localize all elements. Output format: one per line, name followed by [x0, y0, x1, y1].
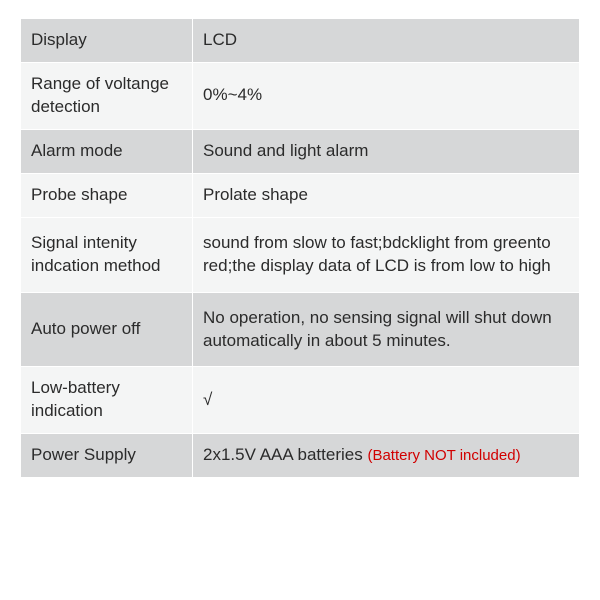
table-row: Alarm mode Sound and light alarm [21, 129, 580, 173]
row-label-display: Display [21, 19, 193, 63]
row-value-alarm: Sound and light alarm [193, 129, 580, 173]
row-label-lowbatt: Low-battery indication [21, 367, 193, 434]
row-value-power: 2x1.5V AAA batteries (Battery NOT includ… [193, 434, 580, 478]
row-label-probe: Probe shape [21, 173, 193, 217]
row-label-range: Range of voltange detection [21, 62, 193, 129]
row-value-probe: Prolate shape [193, 173, 580, 217]
table-row: Auto power off No operation, no sensing … [21, 292, 580, 367]
table-row: Signal intenity indcation method sound f… [21, 217, 580, 292]
row-value-signal: sound from slow to fast;bdcklight from g… [193, 217, 580, 292]
table-row: Probe shape Prolate shape [21, 173, 580, 217]
table-row: Range of voltange detection 0%~4% [21, 62, 580, 129]
row-value-lowbatt: √ [193, 367, 580, 434]
table-row: Power Supply 2x1.5V AAA batteries (Batte… [21, 434, 580, 478]
table-row: Display LCD [21, 19, 580, 63]
row-label-autooff: Auto power off [21, 292, 193, 367]
table-row: Low-battery indication √ [21, 367, 580, 434]
spec-table-container: Display LCD Range of voltange detection … [0, 0, 600, 478]
row-label-power: Power Supply [21, 434, 193, 478]
row-label-signal: Signal intenity indcation method [21, 217, 193, 292]
power-value-text: 2x1.5V AAA batteries [203, 445, 363, 464]
row-label-alarm: Alarm mode [21, 129, 193, 173]
row-value-display: LCD [193, 19, 580, 63]
power-note-text: (Battery NOT included) [367, 447, 520, 464]
spec-table: Display LCD Range of voltange detection … [20, 18, 580, 478]
row-value-autooff: No operation, no sensing signal will shu… [193, 292, 580, 367]
row-value-range: 0%~4% [193, 62, 580, 129]
